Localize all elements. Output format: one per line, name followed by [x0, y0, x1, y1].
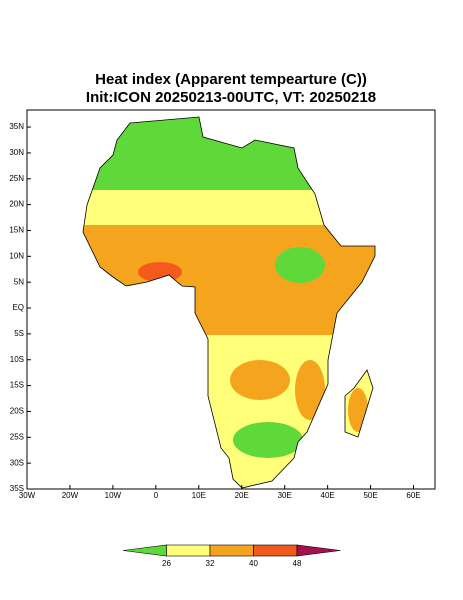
- lat-tick-label: 10N: [9, 251, 24, 260]
- lon-tick-label: 10E: [192, 491, 206, 500]
- lon-tick-label: 60E: [406, 491, 420, 500]
- coastline: [82, 116, 376, 489]
- lon-tick-label: 30E: [278, 491, 292, 500]
- lat-tick-label: 35N: [9, 122, 24, 131]
- colorbar-label: 26: [162, 559, 171, 568]
- lon-tick-label: 50E: [363, 491, 377, 500]
- lat-tick-label: 30S: [10, 458, 24, 467]
- lat-tick-label: 5N: [14, 277, 24, 286]
- lat-tick-label: 25N: [9, 174, 24, 183]
- lon-tick-label: 10W: [105, 491, 122, 500]
- lat-tick-label: 15N: [9, 226, 24, 235]
- lon-tick-label: 20W: [62, 491, 79, 500]
- colorbar-label: 32: [206, 559, 215, 568]
- lat-tick-label: 10S: [10, 355, 24, 364]
- colorbar-label: 48: [293, 559, 302, 568]
- lat-tick-label: 30N: [9, 148, 24, 157]
- lat-tick-label: 20S: [10, 407, 24, 416]
- colorbar-box: [166, 544, 211, 557]
- lon-tick-label: 30W: [19, 491, 36, 500]
- colorbar-low: [122, 544, 167, 557]
- subtitle: Init:ICON 20250213-00UTC, VT: 20250218: [86, 89, 376, 106]
- lon-tick-label: 40E: [321, 491, 335, 500]
- lon-tick-label: 0: [154, 491, 159, 500]
- title: Heat index (Apparent tempearture (C)): [95, 71, 367, 88]
- lat-tick-label: 20N: [9, 200, 24, 209]
- field-green: [233, 422, 303, 458]
- field-orange: [295, 360, 325, 420]
- field-green: [275, 247, 325, 283]
- lat-tick-label: 25S: [10, 432, 24, 441]
- lat-tick-label: 35S: [10, 484, 24, 493]
- field-orange: [230, 360, 290, 400]
- lat-tick-label: EQ: [12, 303, 24, 312]
- lon-tick-label: 20E: [235, 491, 249, 500]
- lat-tick-label: 15S: [10, 381, 24, 390]
- colorbar-high: [296, 544, 341, 557]
- colorbar-box: [209, 544, 254, 557]
- lat-tick-label: 5S: [14, 329, 24, 338]
- colorbar-label: 40: [249, 559, 258, 568]
- colorbar-box: [253, 544, 298, 557]
